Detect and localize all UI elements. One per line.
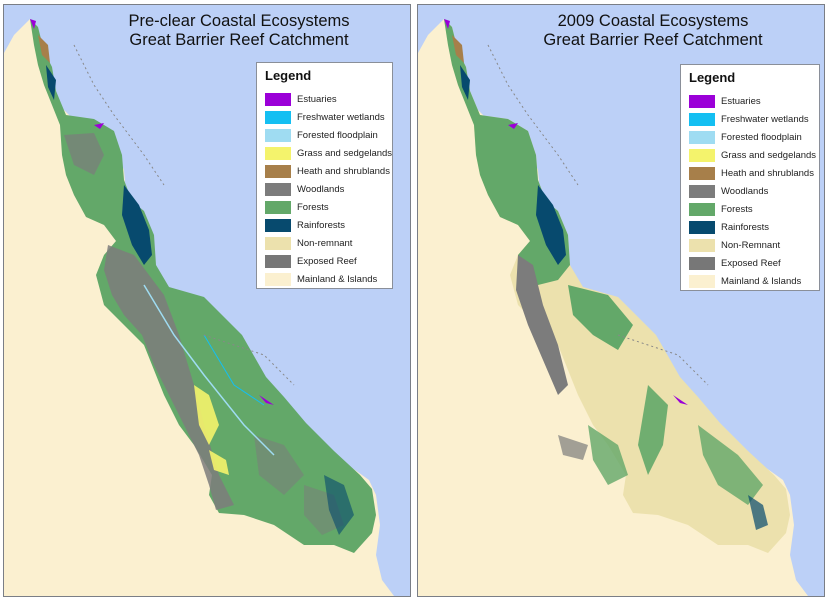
legend-label: Mainland & Islands [297, 273, 378, 285]
legend-swatch [689, 130, 715, 144]
legend-swatch [265, 236, 291, 250]
legend-item-exposed-reef: Exposed Reef [689, 254, 819, 272]
legend-item-grass-sedgelands: Grass and sedgelands [689, 146, 819, 164]
legend-label: Forests [297, 201, 329, 213]
legend-swatch [265, 128, 291, 142]
legend-label: Forests [721, 203, 753, 215]
legend-swatch [265, 200, 291, 214]
legend-label: Freshwater wetlands [721, 113, 809, 125]
map-title-line2: Great Barrier Reef Catchment [129, 31, 349, 49]
map-title-line2: Great Barrier Reef Catchment [543, 31, 763, 49]
legend-swatch [689, 238, 715, 252]
legend-label: Rainforests [297, 219, 346, 231]
legend-label: Non-remnant [297, 237, 353, 249]
legend-label: Estuaries [721, 95, 761, 107]
legend-item-woodlands: Woodlands [265, 180, 392, 198]
legend-item-rainforests: Rainforests [265, 216, 392, 234]
legend-item-heath-shrublands: Heath and shrublands [689, 164, 819, 182]
legend-item-non-remnant: Non-Remnant [689, 236, 819, 254]
legend-swatch [265, 92, 291, 106]
legend-swatch [265, 182, 291, 196]
legend-item-mainland-islands: Mainland & Islands [265, 270, 392, 288]
legend-label: Heath and shrublands [297, 165, 390, 177]
legend-label: Mainland & Islands [721, 275, 802, 287]
legend-label: Forested floodplain [297, 129, 378, 141]
map-panel-2009: 2009 Coastal Ecosystems Great Barrier Re… [417, 4, 825, 597]
legend-item-exposed-reef: Exposed Reef [265, 252, 392, 270]
legend-item-freshwater-wetlands: Freshwater wetlands [265, 108, 392, 126]
legend-swatch [265, 110, 291, 124]
legend-label: Freshwater wetlands [297, 111, 385, 123]
legend-swatch [689, 112, 715, 126]
legend-item-rainforests: Rainforests [689, 218, 819, 236]
map-2009 [418, 5, 824, 596]
legend-swatch [265, 164, 291, 178]
legend-swatch [265, 146, 291, 160]
legend-swatch [265, 218, 291, 232]
legend-item-forests: Forests [265, 198, 392, 216]
legend-item-heath-shrublands: Heath and shrublands [265, 162, 392, 180]
legend-item-estuaries: Estuaries [689, 92, 819, 110]
legend-label: Heath and shrublands [721, 167, 814, 179]
legend-title: Legend [265, 68, 312, 83]
legend-item-mainland-islands: Mainland & Islands [689, 272, 819, 290]
legend-label: Grass and sedgelands [297, 147, 393, 159]
legend-swatch [689, 148, 715, 162]
legend-swatch [265, 254, 291, 268]
legend-label: Exposed Reef [297, 255, 357, 267]
legend-swatch [689, 166, 715, 180]
legend-swatch [689, 256, 715, 270]
legend-label: Exposed Reef [721, 257, 781, 269]
map-panel-preclear: Pre-clear Coastal Ecosystems Great Barri… [3, 4, 411, 597]
map-title-line1: Pre-clear Coastal Ecosystems [128, 12, 350, 30]
legend-label: Grass and sedgelands [721, 149, 817, 161]
map-title-line1: 2009 Coastal Ecosystems [557, 12, 749, 30]
legend: Legend Estuaries Freshwater wetlands For… [680, 64, 820, 291]
legend-item-forests: Forests [689, 200, 819, 218]
legend-label: Non-Remnant [721, 239, 781, 251]
legend-swatch [689, 274, 715, 288]
legend-label: Woodlands [721, 185, 769, 197]
legend-label: Rainforests [721, 221, 770, 233]
legend-label: Forested floodplain [721, 131, 802, 143]
legend: Legend Estuaries Freshwater wetlands For… [256, 62, 393, 289]
legend-label: Estuaries [297, 93, 337, 105]
legend-title: Legend [689, 70, 736, 85]
legend-item-estuaries: Estuaries [265, 90, 392, 108]
legend-item-forested-floodplain: Forested floodplain [265, 126, 392, 144]
legend-label: Woodlands [297, 183, 345, 195]
legend-item-non-remnant: Non-remnant [265, 234, 392, 252]
legend-item-woodlands: Woodlands [689, 182, 819, 200]
legend-swatch [689, 202, 715, 216]
map-title: 2009 Coastal Ecosystems Great Barrier Re… [508, 12, 798, 50]
legend-item-freshwater-wetlands: Freshwater wetlands [689, 110, 819, 128]
legend-item-grass-sedgelands: Grass and sedgelands [265, 144, 392, 162]
map-title: Pre-clear Coastal Ecosystems Great Barri… [94, 12, 384, 50]
legend-item-forested-floodplain: Forested floodplain [689, 128, 819, 146]
legend-swatch [689, 184, 715, 198]
legend-swatch [689, 94, 715, 108]
legend-swatch [265, 272, 291, 286]
legend-swatch [689, 220, 715, 234]
